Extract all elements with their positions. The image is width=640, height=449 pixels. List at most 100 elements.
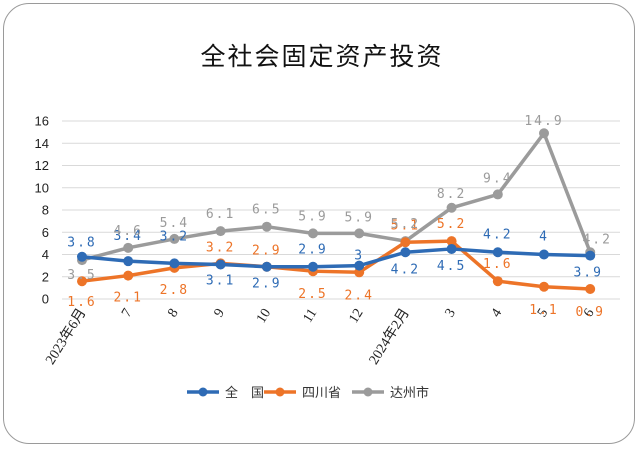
series-line-2 [80,131,592,262]
y-tick-label: 4 [42,247,49,262]
series-line-1 [80,239,592,291]
data-point [261,221,272,232]
data-point [77,251,87,262]
data-point [400,237,411,248]
data-label: 2.4 [344,288,373,303]
data-label: 3.1 [206,274,235,289]
data-point [169,233,180,244]
data-label: 3.8 [67,236,96,251]
data-label: 1.1 [529,303,558,318]
data-label: 4.5 [437,259,466,274]
data-point [492,247,503,258]
x-axis-ticks: 2023年6月 7 8 9 10 11 12 2024年2月 3 4 5 6 [42,306,597,368]
x-tick-label: 8 [165,306,181,320]
data-label: 3.2 [160,229,189,244]
data-point [539,128,549,139]
legend-label-1: 四川省 [302,386,341,401]
x-tick-label: 2024年2月 [366,306,413,368]
data-label: 5.2 [391,217,420,232]
data-point [492,189,503,200]
data-point [446,236,457,247]
legend-marker-2 [363,387,373,397]
data-point [539,249,549,260]
data-label: 4.2 [483,227,512,242]
data-point [169,258,180,269]
data-point [215,226,226,237]
data-label: 2.9 [252,244,281,259]
data-label: 14.9 [524,114,563,129]
series-line-0 [80,247,592,269]
x-tick-label: 7 [119,306,135,320]
data-label: 3.5 [67,268,96,283]
data-label: 5.2 [437,217,466,232]
data-label: 3.9 [573,266,602,281]
y-tick-label: 12 [35,158,49,173]
data-point [585,250,596,261]
data-label: 8.2 [437,187,466,202]
data-label: 5.9 [298,209,327,224]
data-point [539,281,549,292]
legend-label-2: 达州市 [390,385,429,401]
data-label: 9.4 [483,171,512,186]
data-point [77,276,87,287]
data-label: 3 [354,249,364,264]
data-labels: 3.8 3.4 3.2 3.1 2.9 2.9 3 4.2 4.5 4.2 4 3.9 1.6 2.1 2.… [67,114,611,320]
data-point [400,247,411,258]
data-label: 4 [539,230,549,245]
data-point [123,256,134,267]
data-label: 1.6 [67,295,96,310]
y-tick-label: 10 [35,180,49,195]
data-label: 2.5 [298,287,327,302]
data-label: 2.9 [298,243,327,258]
legend-marker-0 [198,387,208,397]
legend: 全 国 四川省 达州市 [187,385,429,401]
data-point [308,261,318,272]
x-tick-label: 4 [489,306,505,320]
x-tick-label: 11 [301,306,321,325]
x-tick-label: 2023年6月 [42,306,89,368]
data-label: 3.2 [206,240,235,255]
series-layer [77,128,596,294]
y-tick-label: 6 [42,225,49,240]
grid-layer [62,120,620,300]
data-label: 4.2 [582,232,611,247]
data-label: 3.4 [113,229,142,244]
data-point [123,270,134,281]
y-tick-label: 8 [42,203,49,218]
x-tick-label: 10 [254,306,274,326]
data-label: 5.9 [344,210,373,225]
data-label: 2.8 [160,283,189,298]
data-label: 6.5 [252,203,281,218]
y-tick-label: 16 [35,114,49,129]
data-point [308,228,318,239]
data-point [446,202,457,213]
y-axis-ticks: 0 2 4 6 8 10 12 14 16 [35,114,49,307]
data-label: 4.6 [113,224,142,239]
data-label: 2.9 [252,277,281,292]
data-point [492,276,503,287]
data-point [354,228,365,239]
data-point [215,259,226,270]
chart-frame [3,3,635,444]
y-tick-label: 14 [35,136,49,151]
y-tick-label: 0 [42,292,49,307]
data-point [123,242,134,253]
data-label: 5.1 [391,218,420,233]
legend-marker-1 [275,387,285,397]
legend-label-0: 全 国 [225,385,264,401]
data-point [354,260,365,271]
data-label: 6.1 [206,207,235,222]
data-label: 5.4 [160,216,189,231]
data-label: 1.6 [483,257,512,272]
data-point [261,261,272,272]
data-label: 0.9 [575,305,604,320]
chart-title: 全社会固定资产投资 [200,42,443,71]
x-tick-label: 3 [443,306,459,320]
y-tick-label: 2 [42,269,49,284]
x-tick-label: 9 [212,306,228,320]
data-label: 4.2 [391,262,420,277]
data-point [585,283,596,294]
x-tick-label: 12 [346,306,366,326]
data-label: 2.1 [113,291,142,306]
